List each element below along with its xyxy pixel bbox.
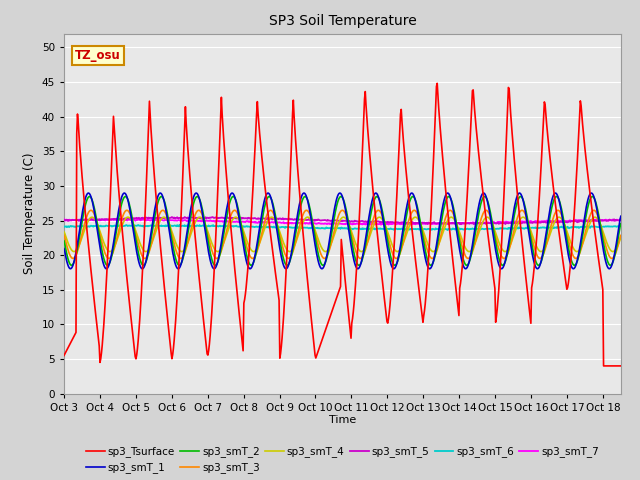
sp3_smT_2 [617,221,625,227]
Text: TZ_osu: TZ_osu [75,49,121,62]
sp3_smT_4 [475,231,483,237]
Line: sp3_smT_7: sp3_smT_7 [64,219,621,225]
sp3_smT_1 [475,204,483,210]
sp3_Tsurface [63,348,70,354]
sp3_smT_4 [60,229,68,235]
Line: sp3_smT_1: sp3_smT_1 [64,193,621,269]
sp3_smT_3 [298,214,306,219]
sp3_smT_3 [319,255,327,261]
sp3_smT_5 [470,221,477,227]
sp3_smT_6 [63,224,70,229]
sp3_smT_7 [298,221,306,227]
sp3_smT_6 [319,226,327,231]
sp3_smT_5 [617,217,625,223]
Line: sp3_smT_3: sp3_smT_3 [64,210,621,258]
Y-axis label: Soil Temperature (C): Soil Temperature (C) [23,153,36,275]
sp3_smT_6 [617,223,625,229]
sp3_smT_4 [304,214,312,220]
sp3_smT_2 [475,212,483,218]
sp3_smT_2 [140,263,147,268]
sp3_Tsurface [60,353,68,359]
sp3_smT_2 [60,238,68,244]
sp3_Tsurface [600,363,607,369]
sp3_smT_4 [138,245,146,251]
sp3_smT_7 [461,220,468,226]
sp3_smT_7 [381,222,389,228]
sp3_smT_3 [63,241,70,247]
sp3_Tsurface [138,279,146,285]
sp3_smT_6 [60,224,68,230]
sp3_smT_5 [298,216,306,222]
sp3_Tsurface [433,81,441,86]
sp3_smT_7 [134,216,142,222]
sp3_smT_7 [63,217,70,223]
sp3_smT_2 [300,196,307,202]
sp3_smT_5 [209,214,216,220]
sp3_smT_1 [298,193,305,199]
sp3_smT_3 [590,207,598,213]
Legend: sp3_Tsurface, sp3_smT_1, sp3_smT_2, sp3_smT_3, sp3_smT_4, sp3_smT_5, sp3_smT_6, : sp3_Tsurface, sp3_smT_1, sp3_smT_2, sp3_… [81,442,604,478]
sp3_smT_1 [138,266,146,272]
sp3_smT_1 [426,266,433,272]
sp3_Tsurface [617,363,625,369]
sp3_smT_3 [474,229,481,235]
Line: sp3_smT_2: sp3_smT_2 [64,196,621,265]
sp3_smT_3 [460,250,468,256]
X-axis label: Time: Time [329,415,356,425]
sp3_smT_1 [60,246,68,252]
sp3_Tsurface [460,240,468,246]
sp3_smT_6 [475,226,483,232]
sp3_smT_4 [617,236,625,241]
sp3_smT_6 [175,222,183,228]
Title: SP3 Soil Temperature: SP3 Soil Temperature [269,14,416,28]
sp3_smT_6 [444,227,452,233]
sp3_smT_5 [460,221,468,227]
sp3_smT_2 [122,193,129,199]
sp3_smT_2 [461,261,468,266]
sp3_smT_7 [617,217,625,223]
sp3_smT_3 [139,254,147,260]
sp3_smT_1 [617,214,625,219]
sp3_Tsurface [298,213,305,219]
sp3_smT_4 [63,235,70,241]
sp3_smT_4 [322,249,330,254]
sp3_smT_5 [63,217,70,223]
sp3_smT_3 [60,232,68,238]
sp3_smT_5 [138,216,146,222]
sp3_smT_7 [60,216,68,222]
sp3_smT_1 [63,256,70,262]
sp3_smT_3 [617,232,625,238]
sp3_smT_2 [320,262,328,268]
sp3_smT_5 [60,217,68,223]
sp3_smT_6 [461,226,468,232]
sp3_smT_7 [319,221,327,227]
sp3_Tsurface [474,141,481,146]
sp3_smT_7 [475,220,483,226]
Line: sp3_smT_4: sp3_smT_4 [64,217,621,252]
sp3_smT_1 [408,190,415,196]
sp3_smT_5 [319,217,327,223]
sp3_smT_5 [475,220,483,226]
Line: sp3_smT_5: sp3_smT_5 [64,217,621,224]
sp3_smT_2 [63,249,70,254]
sp3_smT_7 [139,216,147,222]
sp3_smT_1 [461,265,468,271]
sp3_smT_4 [461,244,468,250]
Line: sp3_smT_6: sp3_smT_6 [64,225,621,230]
sp3_smT_4 [298,223,305,228]
sp3_Tsurface [319,336,326,341]
sp3_smT_6 [298,225,306,230]
sp3_smT_1 [319,265,326,271]
sp3_smT_3 [69,255,77,261]
Line: sp3_Tsurface: sp3_Tsurface [64,84,621,366]
sp3_smT_2 [104,263,111,268]
sp3_smT_6 [138,223,146,229]
sp3_smT_4 [319,247,327,253]
